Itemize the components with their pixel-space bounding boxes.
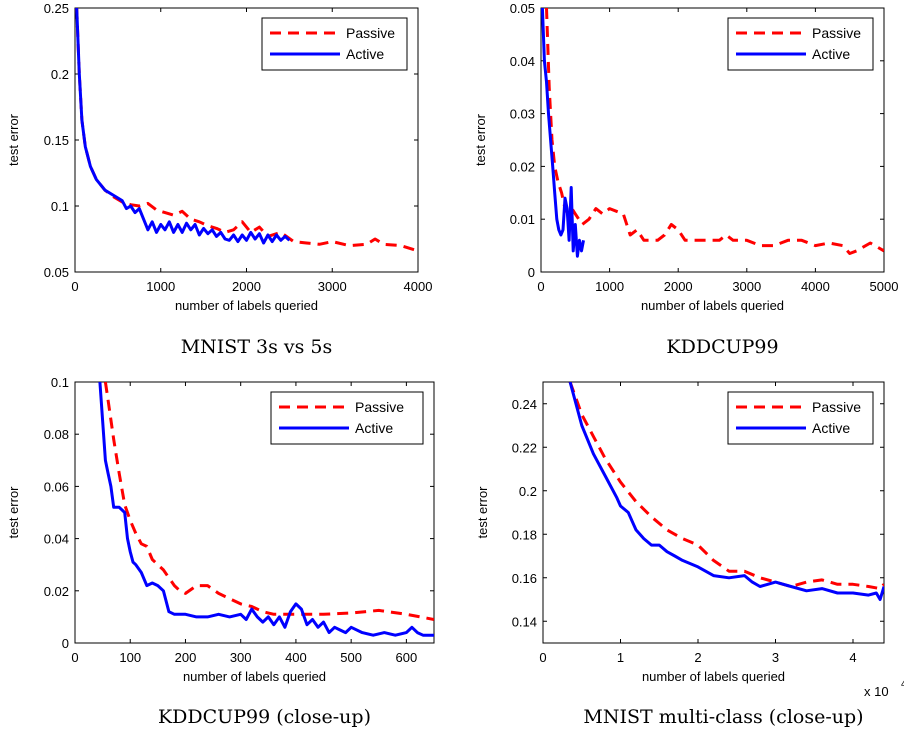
legend: Passive Active — [261, 17, 408, 71]
series-line-active — [568, 382, 884, 601]
legend-label: Passive — [346, 25, 395, 41]
chart-panel: 0 1000 2000 3000 4000 0.05 0.1 0.15 0.2 0.25 numbe… — [6, 1, 432, 358]
y-tick-label: 0.02 — [510, 159, 535, 174]
legend: Passive Active — [727, 391, 874, 445]
series-line-passive — [103, 382, 434, 621]
series-group — [75, 8, 418, 253]
series-line-active — [75, 8, 291, 245]
legend-label: Active — [812, 420, 850, 436]
x-tick-label: 0 — [537, 279, 544, 294]
legend-box — [727, 17, 874, 71]
x-axis-multiplier: x 10 — [864, 684, 889, 699]
x-tick-label: 4 — [849, 650, 856, 665]
y-tick-label: 0.24 — [512, 397, 537, 412]
y-tick-label: 0.25 — [44, 1, 69, 16]
y-tick-label: 0.2 — [519, 484, 537, 499]
y-tick-label: 0.16 — [512, 571, 537, 586]
legend: Passive Active — [270, 391, 424, 445]
y-axis-label: test error — [6, 486, 21, 539]
y-axis-label: test error — [6, 113, 21, 166]
y-tick-label: 0.2 — [51, 67, 69, 82]
x-tick-label: 5000 — [870, 279, 899, 294]
legend-label: Passive — [355, 399, 404, 415]
x-tick-label: 500 — [340, 650, 362, 665]
legend-box — [727, 391, 874, 445]
x-tick-label: 0 — [71, 650, 78, 665]
y-tick-label: 0 — [528, 265, 535, 280]
y-tick-label: 0.04 — [510, 54, 535, 69]
x-axis-label: number of labels queried — [183, 669, 326, 684]
x-tick-label: 600 — [396, 650, 418, 665]
x-tick-label: 2 — [694, 650, 701, 665]
legend-box — [270, 391, 424, 445]
series-group — [568, 382, 884, 601]
x-axis-multiplier-exponent: 4 — [901, 679, 904, 690]
x-tick-label: 0 — [539, 650, 546, 665]
chart-panel: 0 100 200 300 400 500 600 0 0.02 0.04 0.06 0.08 0.1 n… — [6, 375, 435, 728]
x-tick-label: 3000 — [318, 279, 347, 294]
chart-caption: MNIST 3s vs 5s — [181, 336, 333, 358]
x-axis-label: number of labels queried — [642, 669, 785, 684]
x-tick-label: 2000 — [232, 279, 261, 294]
legend-label: Active — [355, 420, 393, 436]
y-tick-label: 0.01 — [510, 212, 535, 227]
x-tick-label: 3000 — [732, 279, 761, 294]
y-tick-label: 0.22 — [512, 440, 537, 455]
x-axis-label: number of labels queried — [175, 298, 318, 313]
y-tick-label: 0.05 — [44, 265, 69, 280]
legend-label: Active — [346, 46, 384, 62]
legend-label: Active — [812, 46, 850, 62]
chart-caption: KDDCUP99 (close-up) — [158, 706, 371, 728]
y-axis-label: test error — [475, 486, 490, 539]
y-tick-label: 0 — [62, 636, 69, 651]
x-tick-label: 0 — [71, 279, 78, 294]
chart-panel: 0 1 2 3 4 0.14 0.16 0.18 0.2 0.22 0.24 number of la… — [475, 381, 904, 728]
y-tick-label: 0.1 — [51, 199, 69, 214]
series-group — [98, 382, 434, 637]
legend-label: Passive — [812, 25, 861, 41]
x-tick-label: 2000 — [664, 279, 693, 294]
y-tick-label: 0.05 — [510, 1, 535, 16]
x-tick-label: 200 — [175, 650, 197, 665]
legend-box — [261, 17, 408, 71]
y-tick-label: 0.15 — [44, 133, 69, 148]
legend-label: Passive — [812, 399, 861, 415]
x-tick-label: 1000 — [146, 279, 175, 294]
series-line-active — [541, 8, 585, 258]
chart-panel: 0 1000 2000 3000 4000 5000 0 0.01 0.02 0.03 0.04 0.… — [473, 1, 898, 358]
y-tick-label: 0.1 — [51, 375, 69, 390]
y-tick-label: 0.14 — [512, 614, 537, 629]
y-tick-label: 0.18 — [512, 527, 537, 542]
y-tick-label: 0.02 — [44, 584, 69, 599]
y-tick-label: 0.03 — [510, 107, 535, 122]
chart-caption: KDDCUP99 — [666, 336, 778, 358]
series-line-active — [98, 382, 434, 637]
y-tick-label: 0.08 — [44, 427, 69, 442]
legend: Passive Active — [727, 17, 874, 71]
x-axis-label: number of labels queried — [641, 298, 784, 313]
x-tick-label: 300 — [230, 650, 252, 665]
y-tick-label: 0.04 — [44, 532, 69, 547]
x-tick-label: 4000 — [801, 279, 830, 294]
y-tick-label: 0.06 — [44, 479, 69, 494]
x-tick-label: 3 — [772, 650, 779, 665]
x-tick-label: 400 — [285, 650, 307, 665]
series-group — [541, 8, 884, 258]
x-tick-label: 1 — [617, 650, 624, 665]
chart-caption: MNIST multi-class (close-up) — [583, 706, 863, 728]
x-tick-label: 1000 — [595, 279, 624, 294]
x-tick-label: 4000 — [404, 279, 433, 294]
x-tick-label: 100 — [119, 650, 141, 665]
y-axis-label: test error — [473, 113, 488, 166]
series-line-passive — [568, 382, 884, 591]
